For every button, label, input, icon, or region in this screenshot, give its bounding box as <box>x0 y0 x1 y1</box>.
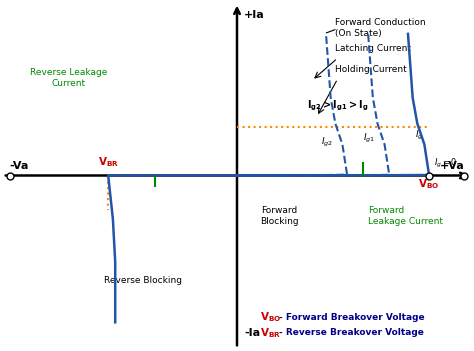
Text: $\mathbf{I_{g2}> I_{g1}> I_g}$: $\mathbf{I_{g2}> I_{g1}> I_g}$ <box>307 99 368 113</box>
Text: Latching Current: Latching Current <box>336 44 411 53</box>
Text: Forward Conduction
(On State): Forward Conduction (On State) <box>336 18 426 38</box>
Text: $\mathbf{V_{BR}}$: $\mathbf{V_{BR}}$ <box>98 155 118 169</box>
Text: Forward
Leakage Current: Forward Leakage Current <box>368 206 443 226</box>
Text: $\mathbf{V_{BO}}$: $\mathbf{V_{BO}}$ <box>419 178 440 191</box>
Text: Reverse Blocking: Reverse Blocking <box>104 276 182 285</box>
Text: +Va: +Va <box>439 161 464 171</box>
Text: $\mathbf{V_{BR}}$: $\mathbf{V_{BR}}$ <box>260 326 282 339</box>
Text: $\mathbf{V_{BO}}$: $\mathbf{V_{BO}}$ <box>260 310 282 324</box>
Text: - Forward Breakover Voltage: - Forward Breakover Voltage <box>279 313 425 322</box>
Text: Holding Current: Holding Current <box>336 65 407 74</box>
Text: -Va: -Va <box>10 161 29 171</box>
Text: $\mathit{I_{g1}}$: $\mathit{I_{g1}}$ <box>364 132 375 145</box>
Text: +Ia: +Ia <box>244 10 265 20</box>
Text: $\mathit{I_g=0}$: $\mathit{I_g=0}$ <box>434 157 457 170</box>
Text: Reverse Leakage
Current: Reverse Leakage Current <box>30 68 107 88</box>
Text: Forward
Blocking: Forward Blocking <box>260 206 299 226</box>
Text: $\mathit{I_g}$: $\mathit{I_g}$ <box>415 129 423 142</box>
Text: - Reverse Breakover Voltage: - Reverse Breakover Voltage <box>279 328 424 337</box>
Text: -Ia: -Ia <box>244 328 260 338</box>
Text: $\mathit{I_{g2}}$: $\mathit{I_{g2}}$ <box>321 136 333 149</box>
